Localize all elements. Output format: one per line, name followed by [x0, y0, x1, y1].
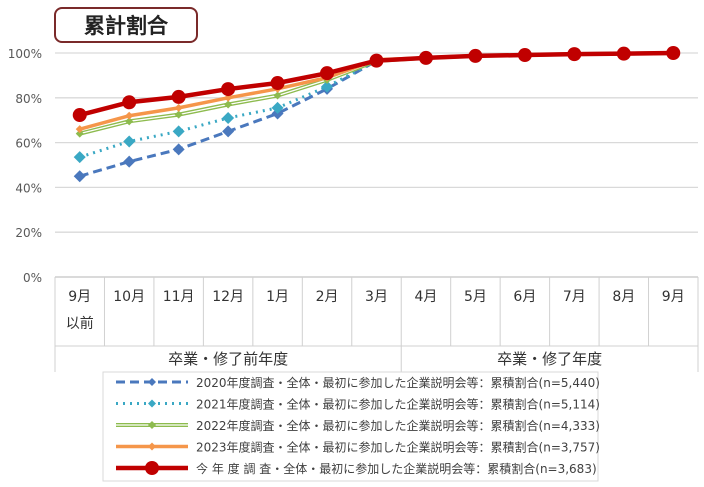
- data-point: [517, 48, 532, 63]
- x-tick-label: 7月: [563, 289, 586, 305]
- data-point: [273, 91, 282, 100]
- legend-label: 2022年度調査・全体・最初に参加した企業説明会等：累積割合(n=4,333): [196, 418, 600, 433]
- legend-label: 今 年 度 調 査・全体・最初に参加した企業説明会等：累積割合(n=3,683): [196, 461, 597, 476]
- x-tick-label: 11月: [163, 289, 195, 305]
- data-point: [171, 89, 186, 104]
- x-tick-label: 10月: [113, 289, 145, 305]
- data-point: [616, 46, 631, 61]
- x-tick-label: 3月: [365, 289, 388, 305]
- data-point: [123, 135, 136, 148]
- x-tick-label: 9月: [68, 289, 91, 305]
- data-point: [222, 111, 235, 124]
- data-point: [172, 125, 185, 138]
- y-tick-label: 80%: [15, 92, 42, 106]
- data-point: [73, 151, 86, 164]
- data-point: [320, 66, 335, 81]
- series-4: [72, 46, 681, 123]
- data-point: [174, 110, 183, 119]
- y-tick-label: 60%: [15, 137, 42, 151]
- x-tick-label: 12月: [212, 289, 244, 305]
- data-point: [75, 129, 84, 138]
- series-line: [79, 51, 674, 159]
- data-point: [123, 155, 136, 168]
- data-point: [72, 108, 87, 123]
- x-tick-label: 6月: [513, 289, 536, 305]
- data-point: [221, 82, 236, 97]
- group-label: 卒業・修了前年度: [168, 350, 288, 368]
- data-point: [174, 103, 183, 112]
- data-point: [224, 93, 233, 102]
- data-point: [270, 76, 285, 91]
- data-point: [222, 125, 235, 138]
- chart-title: 累計割合: [54, 7, 198, 43]
- data-point: [122, 95, 137, 110]
- data-point: [418, 50, 433, 65]
- data-point: [468, 48, 483, 63]
- data-point: [567, 47, 582, 62]
- legend-marker: [148, 378, 156, 386]
- x-tick-label: 5月: [464, 289, 487, 305]
- group-label: 卒業・修了年度: [497, 350, 602, 368]
- legend-label: 2023年度調査・全体・最初に参加した企業説明会等：累積割合(n=3,757): [196, 440, 600, 455]
- y-tick-label: 40%: [15, 181, 42, 195]
- legend-marker: [148, 399, 156, 408]
- x-tick-label: 9月: [662, 289, 685, 305]
- series-1: [73, 51, 674, 164]
- legend-marker: [148, 442, 156, 451]
- legend-label: 2021年度調査・全体・最初に参加した企業説明会等：累積割合(n=5,114): [196, 397, 600, 412]
- x-tick-label: 1月: [266, 289, 289, 305]
- x-tick-label: 4月: [415, 289, 438, 305]
- data-point: [224, 100, 233, 109]
- legend-marker: [148, 421, 156, 429]
- x-tick-label: 2月: [316, 289, 339, 305]
- data-point: [369, 53, 384, 68]
- data-point: [172, 143, 185, 156]
- y-tick-label: 100%: [8, 47, 42, 61]
- y-tick-label: 0%: [23, 271, 42, 285]
- data-point: [75, 125, 84, 134]
- data-point: [321, 80, 334, 93]
- x-tick-label: 以前: [66, 315, 94, 332]
- data-point: [125, 111, 134, 120]
- legend-marker: [145, 461, 159, 475]
- legend-label: 2020年度調査・全体・最初に参加した企業説明会等：累積割合(n=5,440): [196, 375, 600, 390]
- data-point: [666, 46, 681, 60]
- data-point: [125, 117, 134, 126]
- y-tick-label: 20%: [15, 226, 42, 240]
- x-tick-label: 8月: [612, 289, 635, 305]
- data-point: [271, 101, 284, 114]
- data-point: [73, 170, 86, 183]
